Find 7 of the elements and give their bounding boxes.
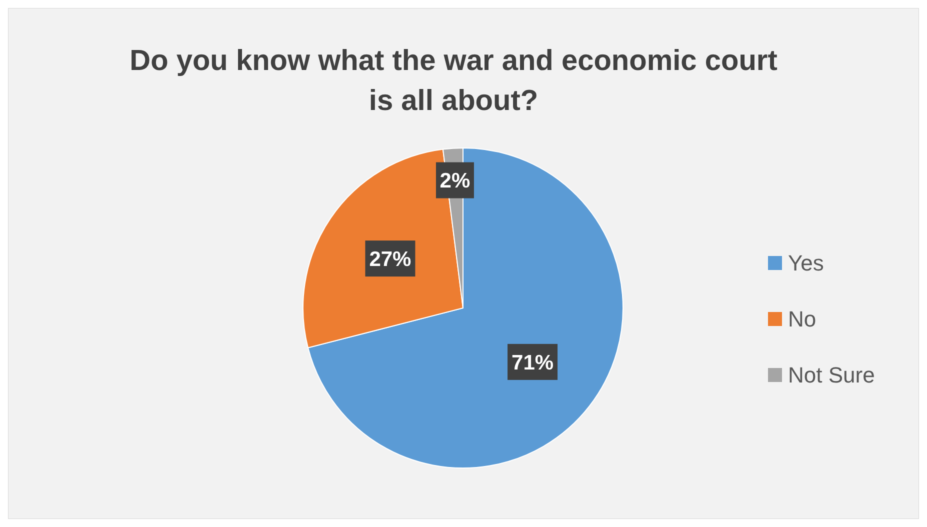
legend-label: Not Sure [788, 362, 875, 388]
data-label: 2% [440, 170, 470, 193]
chart-title: Do you know what the war and economic court is all about? [130, 45, 778, 117]
legend-label: Yes [788, 250, 824, 276]
data-label: 71% [512, 351, 554, 374]
legend-label: No [788, 306, 816, 332]
data-label: 27% [369, 248, 412, 271]
